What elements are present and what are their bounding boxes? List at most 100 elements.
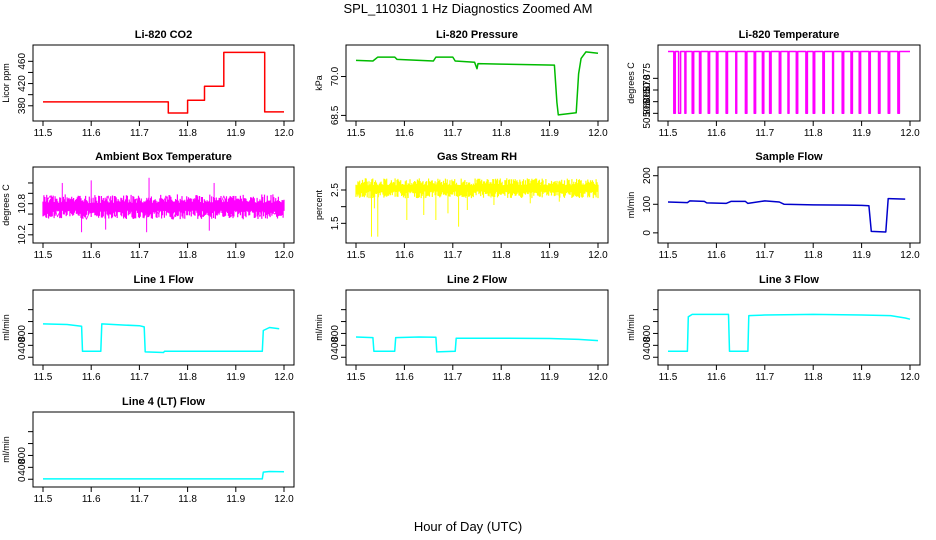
x-tick-label: 11.5 — [34, 128, 53, 139]
series-line — [355, 51, 599, 116]
y-tick-label: 0 — [17, 476, 28, 482]
x-tick-label: 11.8 — [178, 250, 197, 261]
y-axis-label: degrees C — [626, 62, 636, 104]
y-tick-label: 70.0 — [330, 66, 341, 86]
x-tick-label: 12.0 — [900, 250, 920, 261]
y-tick-label: 400 — [330, 337, 341, 354]
x-tick-label: 11.6 — [707, 372, 726, 383]
y-tick-label: 50.860 — [642, 98, 653, 129]
panel-title: Line 4 (LT) Flow — [122, 396, 205, 408]
x-tick-label: 11.9 — [852, 372, 871, 383]
figure-xlabel: Hour of Day (UTC) — [414, 519, 522, 534]
panel-title: Line 3 Flow — [759, 274, 819, 286]
x-tick-label: 12.0 — [274, 128, 294, 139]
x-tick-label: 12.0 — [900, 128, 920, 139]
plot-frame — [657, 44, 921, 122]
x-tick-label: 11.5 — [347, 372, 366, 383]
x-tick-label: 11.6 — [707, 250, 726, 261]
y-tick-label: 2.5 — [330, 183, 341, 197]
y-tick-label: 380 — [17, 97, 28, 114]
y-axis-label: ml/min — [314, 314, 324, 341]
x-tick-label: 11.6 — [82, 494, 101, 505]
panel-title: Li-820 CO2 — [135, 29, 192, 41]
y-axis-label: ml/min — [1, 436, 11, 463]
panel-4: Gas Stream RH percent 11.5 11.6 11.7 11.8 11.9… — [314, 151, 609, 261]
x-tick-label: 11.7 — [755, 250, 774, 261]
x-tick-label: 11.5 — [347, 128, 366, 139]
y-tick-label: 200 — [642, 167, 653, 184]
x-tick-label: 11.8 — [178, 372, 197, 383]
y-axis-label: percent — [314, 189, 324, 220]
y-tick-label: 420 — [17, 75, 28, 92]
x-tick-label: 11.6 — [395, 250, 414, 261]
y-tick-label: 800 — [642, 325, 653, 342]
x-tick-label: 11.6 — [395, 372, 414, 383]
panel-9: Line 4 (LT) Flow ml/min 11.5 11.6 11.7 11.8 11… — [1, 396, 295, 505]
x-tick-label: 11.8 — [178, 494, 197, 505]
panel-title: Li-820 Temperature — [739, 29, 840, 41]
x-tick-label: 11.9 — [540, 128, 559, 139]
x-tick-label: 11.8 — [804, 128, 823, 139]
x-tick-label: 12.0 — [274, 494, 294, 505]
x-tick-label: 11.9 — [226, 250, 245, 261]
x-tick-label: 12.0 — [274, 250, 294, 261]
x-tick-label: 11.7 — [443, 128, 462, 139]
y-tick-label: 800 — [330, 325, 341, 342]
plot-frame — [657, 289, 921, 366]
panel-title: Line 1 Flow — [134, 274, 194, 286]
series-line — [355, 182, 599, 193]
x-tick-label: 11.7 — [130, 372, 149, 383]
plot-frame — [32, 411, 295, 488]
series-line — [43, 51, 284, 114]
x-tick-label: 11.7 — [130, 250, 149, 261]
plot-frame — [32, 289, 295, 366]
panel-title: Sample Flow — [755, 151, 823, 163]
x-tick-label: 11.6 — [82, 128, 101, 139]
series-line — [43, 470, 285, 480]
panel-title: Line 2 Flow — [447, 274, 507, 286]
x-tick-label: 11.7 — [443, 372, 462, 383]
y-tick-label: 800 — [17, 447, 28, 464]
panel-title: Li-820 Pressure — [436, 29, 518, 41]
x-tick-label: 11.7 — [755, 372, 774, 383]
y-tick-label: 68.5 — [330, 105, 341, 125]
x-tick-label: 11.8 — [492, 128, 511, 139]
x-tick-label: 11.9 — [540, 372, 559, 383]
series-line — [667, 197, 906, 233]
series-line — [355, 336, 599, 353]
panel-5: Sample Flow ml/min 11.5 11.6 11.7 11.8 11.9 12.… — [626, 151, 921, 261]
y-tick-label: 400 — [17, 337, 28, 354]
y-axis-label: ml/min — [626, 192, 636, 219]
x-tick-label: 11.5 — [659, 128, 678, 139]
x-tick-label: 11.9 — [226, 494, 245, 505]
y-tick-label: 400 — [17, 459, 28, 476]
y-tick-label: 800 — [17, 325, 28, 342]
y-axis-label: Licor ppm — [1, 63, 11, 103]
x-tick-label: 11.6 — [82, 250, 101, 261]
x-tick-label: 11.5 — [347, 250, 366, 261]
y-axis-label: kPa — [314, 75, 324, 91]
y-tick-label: 50.875 — [642, 63, 653, 94]
panel-0: Li-820 CO2 Licor ppm 11.5 11.6 11.7 11.8 11.9 1… — [1, 29, 295, 139]
y-tick-label: 400 — [642, 337, 653, 354]
panel-2: Li-820 Temperature degrees C 11.5 11.6 11.7 1… — [626, 29, 921, 139]
y-tick-label: 1.5 — [330, 216, 341, 230]
panel-3: Ambient Box Temperature degrees C 11.5 11.6… — [1, 151, 295, 261]
x-tick-label: 12.0 — [588, 250, 608, 261]
x-tick-label: 12.0 — [588, 128, 608, 139]
y-tick-label: 460 — [17, 53, 28, 70]
series-line — [668, 313, 911, 353]
y-tick-label: 0 — [17, 354, 28, 360]
plot-frame — [32, 44, 295, 122]
plot-frame — [657, 166, 921, 244]
x-tick-label: 11.7 — [130, 494, 149, 505]
y-tick-label: 100 — [642, 196, 653, 213]
figure-title: SPL_110301 1 Hz Diagnostics Zoomed AM — [343, 1, 592, 16]
x-tick-label: 11.9 — [226, 128, 245, 139]
x-tick-label: 11.8 — [492, 372, 511, 383]
plot-frame — [345, 44, 609, 122]
panel-title: Gas Stream RH — [437, 151, 517, 163]
x-tick-label: 11.5 — [34, 494, 53, 505]
series-line — [42, 195, 285, 220]
y-tick-label: 0 — [330, 354, 341, 360]
